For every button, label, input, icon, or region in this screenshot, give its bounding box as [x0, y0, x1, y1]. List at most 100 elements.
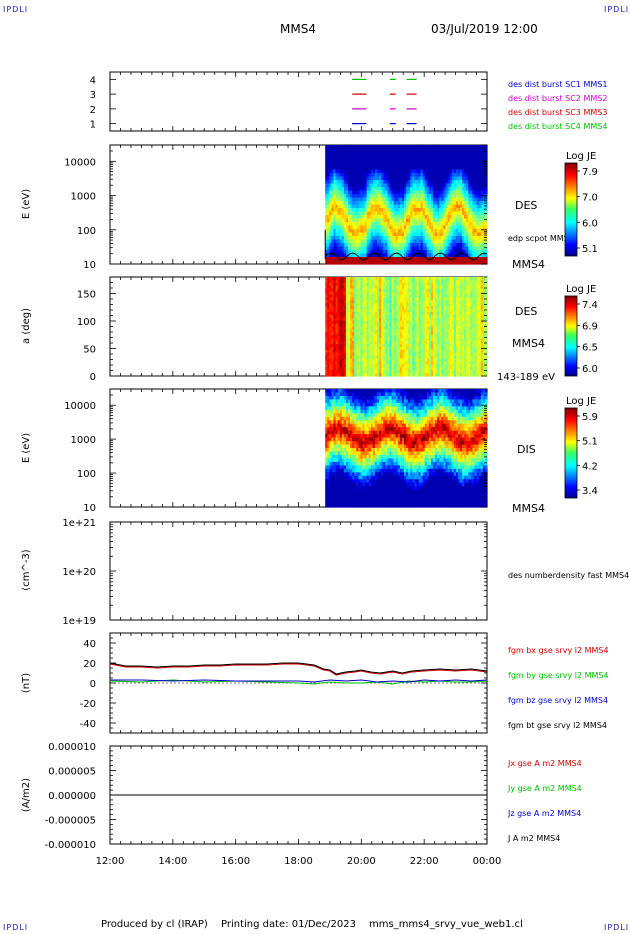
heatmap-cell	[348, 159, 351, 164]
heatmap-cell	[387, 320, 391, 325]
heatmap-cell	[472, 152, 476, 157]
heatmap-cell	[368, 162, 372, 167]
heatmap-cell	[441, 282, 445, 287]
heatmap-cell	[362, 169, 366, 174]
heatmap-cell	[433, 176, 436, 181]
heatmap-cell	[443, 370, 447, 374]
heatmap-cell	[430, 215, 434, 220]
heatmap-cell	[348, 370, 351, 374]
heatmap-cell	[325, 222, 328, 227]
heatmap-cell	[399, 326, 403, 331]
heatmap-cell	[460, 243, 463, 248]
heatmap-cell	[327, 332, 330, 336]
heatmap-cell	[447, 194, 451, 199]
heatmap-cell	[445, 204, 449, 209]
heatmap-cell	[460, 173, 463, 178]
heatmap-cell	[393, 239, 397, 244]
heatmap-cell	[389, 323, 393, 328]
heatmap-cell	[414, 173, 418, 178]
heatmap-cell	[333, 169, 337, 174]
heatmap-cell	[472, 155, 476, 160]
heatmap-cell	[397, 317, 401, 322]
heatmap-cell	[468, 194, 472, 199]
heatmap-cell	[381, 218, 384, 223]
heatmap-cell	[445, 285, 449, 290]
heatmap-cell	[451, 169, 455, 174]
heatmap-cell	[329, 180, 333, 185]
heatmap-cell	[416, 346, 420, 351]
heatmap-cell	[476, 218, 480, 223]
heatmap-cell	[379, 367, 382, 371]
heatmap-cell	[331, 211, 335, 216]
heatmap-cell	[362, 162, 366, 167]
heatmap-cell	[441, 187, 445, 192]
heatmap-cell	[370, 349, 374, 354]
heatmap-cell	[422, 201, 426, 206]
heatmap-cell	[354, 291, 357, 296]
heatmap-cell	[422, 232, 426, 237]
heatmap-cell	[424, 285, 428, 290]
heatmap-cell	[335, 173, 339, 178]
heatmap-cell	[443, 222, 447, 227]
heatmap-cell	[333, 329, 337, 333]
heatmap-cell	[445, 183, 449, 188]
heatmap-cell	[354, 162, 357, 167]
heatmap-cell	[430, 246, 434, 251]
heatmap-cell	[449, 218, 453, 223]
heatmap-cell	[377, 343, 380, 348]
heatmap-cell	[362, 152, 366, 157]
heatmap-cell	[381, 166, 384, 171]
heatmap-cell	[401, 329, 405, 333]
heatmap-cell	[372, 329, 376, 333]
heatmap-cell	[455, 148, 459, 153]
heatmap-cell	[443, 190, 447, 195]
heatmap-cell	[470, 166, 474, 171]
heatmap-cell	[401, 169, 405, 174]
heatmap-cell	[397, 253, 401, 258]
heatmap-cell	[345, 236, 349, 241]
heatmap-cell	[453, 229, 457, 234]
heatmap-cell	[397, 204, 401, 209]
heatmap-cell	[358, 239, 362, 244]
heatmap-cell	[348, 303, 351, 307]
heatmap-cell	[385, 218, 389, 223]
heatmap-cell	[453, 211, 457, 216]
heatmap-cell	[337, 294, 341, 298]
heatmap-cell	[337, 343, 341, 348]
heatmap-cell	[433, 300, 436, 304]
heatmap-cell	[335, 303, 339, 307]
heatmap-cell	[379, 277, 382, 281]
heatmap-cell	[362, 173, 366, 178]
heatmap-cell	[354, 346, 357, 351]
heatmap-cell	[341, 187, 345, 192]
heatmap-cell	[368, 183, 372, 188]
heatmap-cell	[443, 208, 447, 213]
heatmap-cell	[408, 370, 411, 374]
heatmap-cell	[339, 229, 343, 234]
heatmap-cell	[350, 314, 353, 319]
heatmap-cell	[327, 346, 330, 351]
heatmap-cell	[356, 145, 359, 150]
heatmap-cell	[443, 367, 447, 371]
heatmap-cell	[350, 229, 353, 234]
heatmap-cell	[364, 323, 368, 328]
heatmap-cell	[341, 282, 345, 287]
heatmap-cell	[391, 294, 395, 298]
heatmap-cell	[424, 358, 428, 363]
heatmap-cell	[329, 183, 333, 188]
heatmap-cell	[383, 303, 386, 307]
heatmap-cell	[356, 180, 359, 185]
heatmap-cell	[416, 349, 420, 354]
heatmap-cell	[337, 250, 341, 255]
heatmap-cell	[420, 155, 424, 160]
heatmap-cell	[341, 285, 345, 290]
heatmap-cell	[393, 326, 397, 331]
heatmap-cell	[453, 260, 457, 265]
heatmap-cell	[337, 367, 341, 371]
heatmap-cell	[435, 329, 438, 333]
heatmap-cell	[387, 208, 391, 213]
heatmap-cell	[478, 148, 482, 153]
heatmap-cell	[420, 211, 424, 216]
heatmap-cell	[377, 364, 380, 368]
